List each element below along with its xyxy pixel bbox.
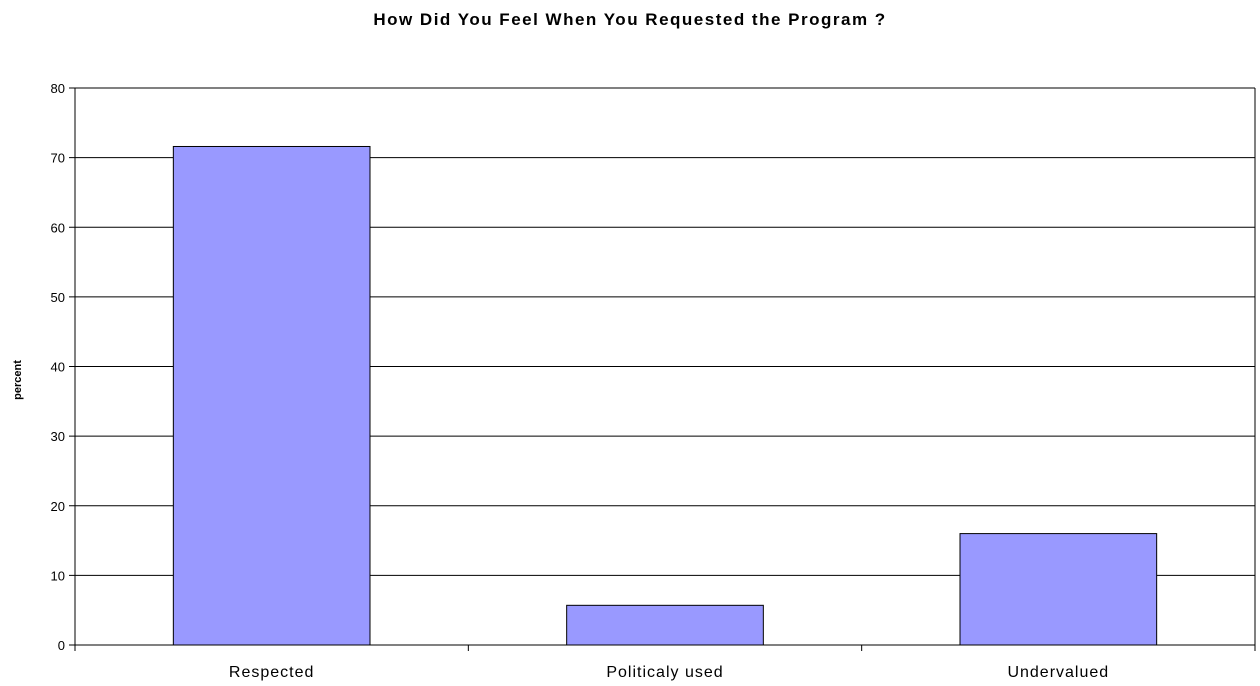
y-tick-label: 30 [51, 429, 65, 444]
y-tick-label: 0 [58, 638, 65, 653]
gridlines [75, 87, 1255, 576]
x-ticks: Respected Politicaly used Undervalued [74, 645, 1256, 681]
x-tick-label: Undervalued [1007, 664, 1109, 681]
y-ticks: 0 10 20 30 40 50 60 70 80 [51, 81, 75, 653]
x-tick-label: Respected [229, 664, 315, 681]
y-tick-label: 40 [51, 360, 65, 375]
y-tick-label: 10 [51, 568, 65, 583]
y-tick-label: 50 [51, 290, 65, 305]
y-tick-label: 20 [51, 499, 65, 514]
y-tick-label: 60 [51, 220, 65, 235]
bar-respected [172, 145, 371, 646]
bar-undervalued [959, 533, 1158, 646]
x-tick-label: Politicaly used [606, 664, 723, 681]
y-tick-label: 70 [51, 151, 65, 166]
y-tick-label: 80 [51, 81, 65, 96]
bar-politicaly-used [566, 604, 764, 646]
bars [172, 145, 1158, 646]
chart-title: How Did You Feel When You Requested the … [373, 10, 887, 29]
